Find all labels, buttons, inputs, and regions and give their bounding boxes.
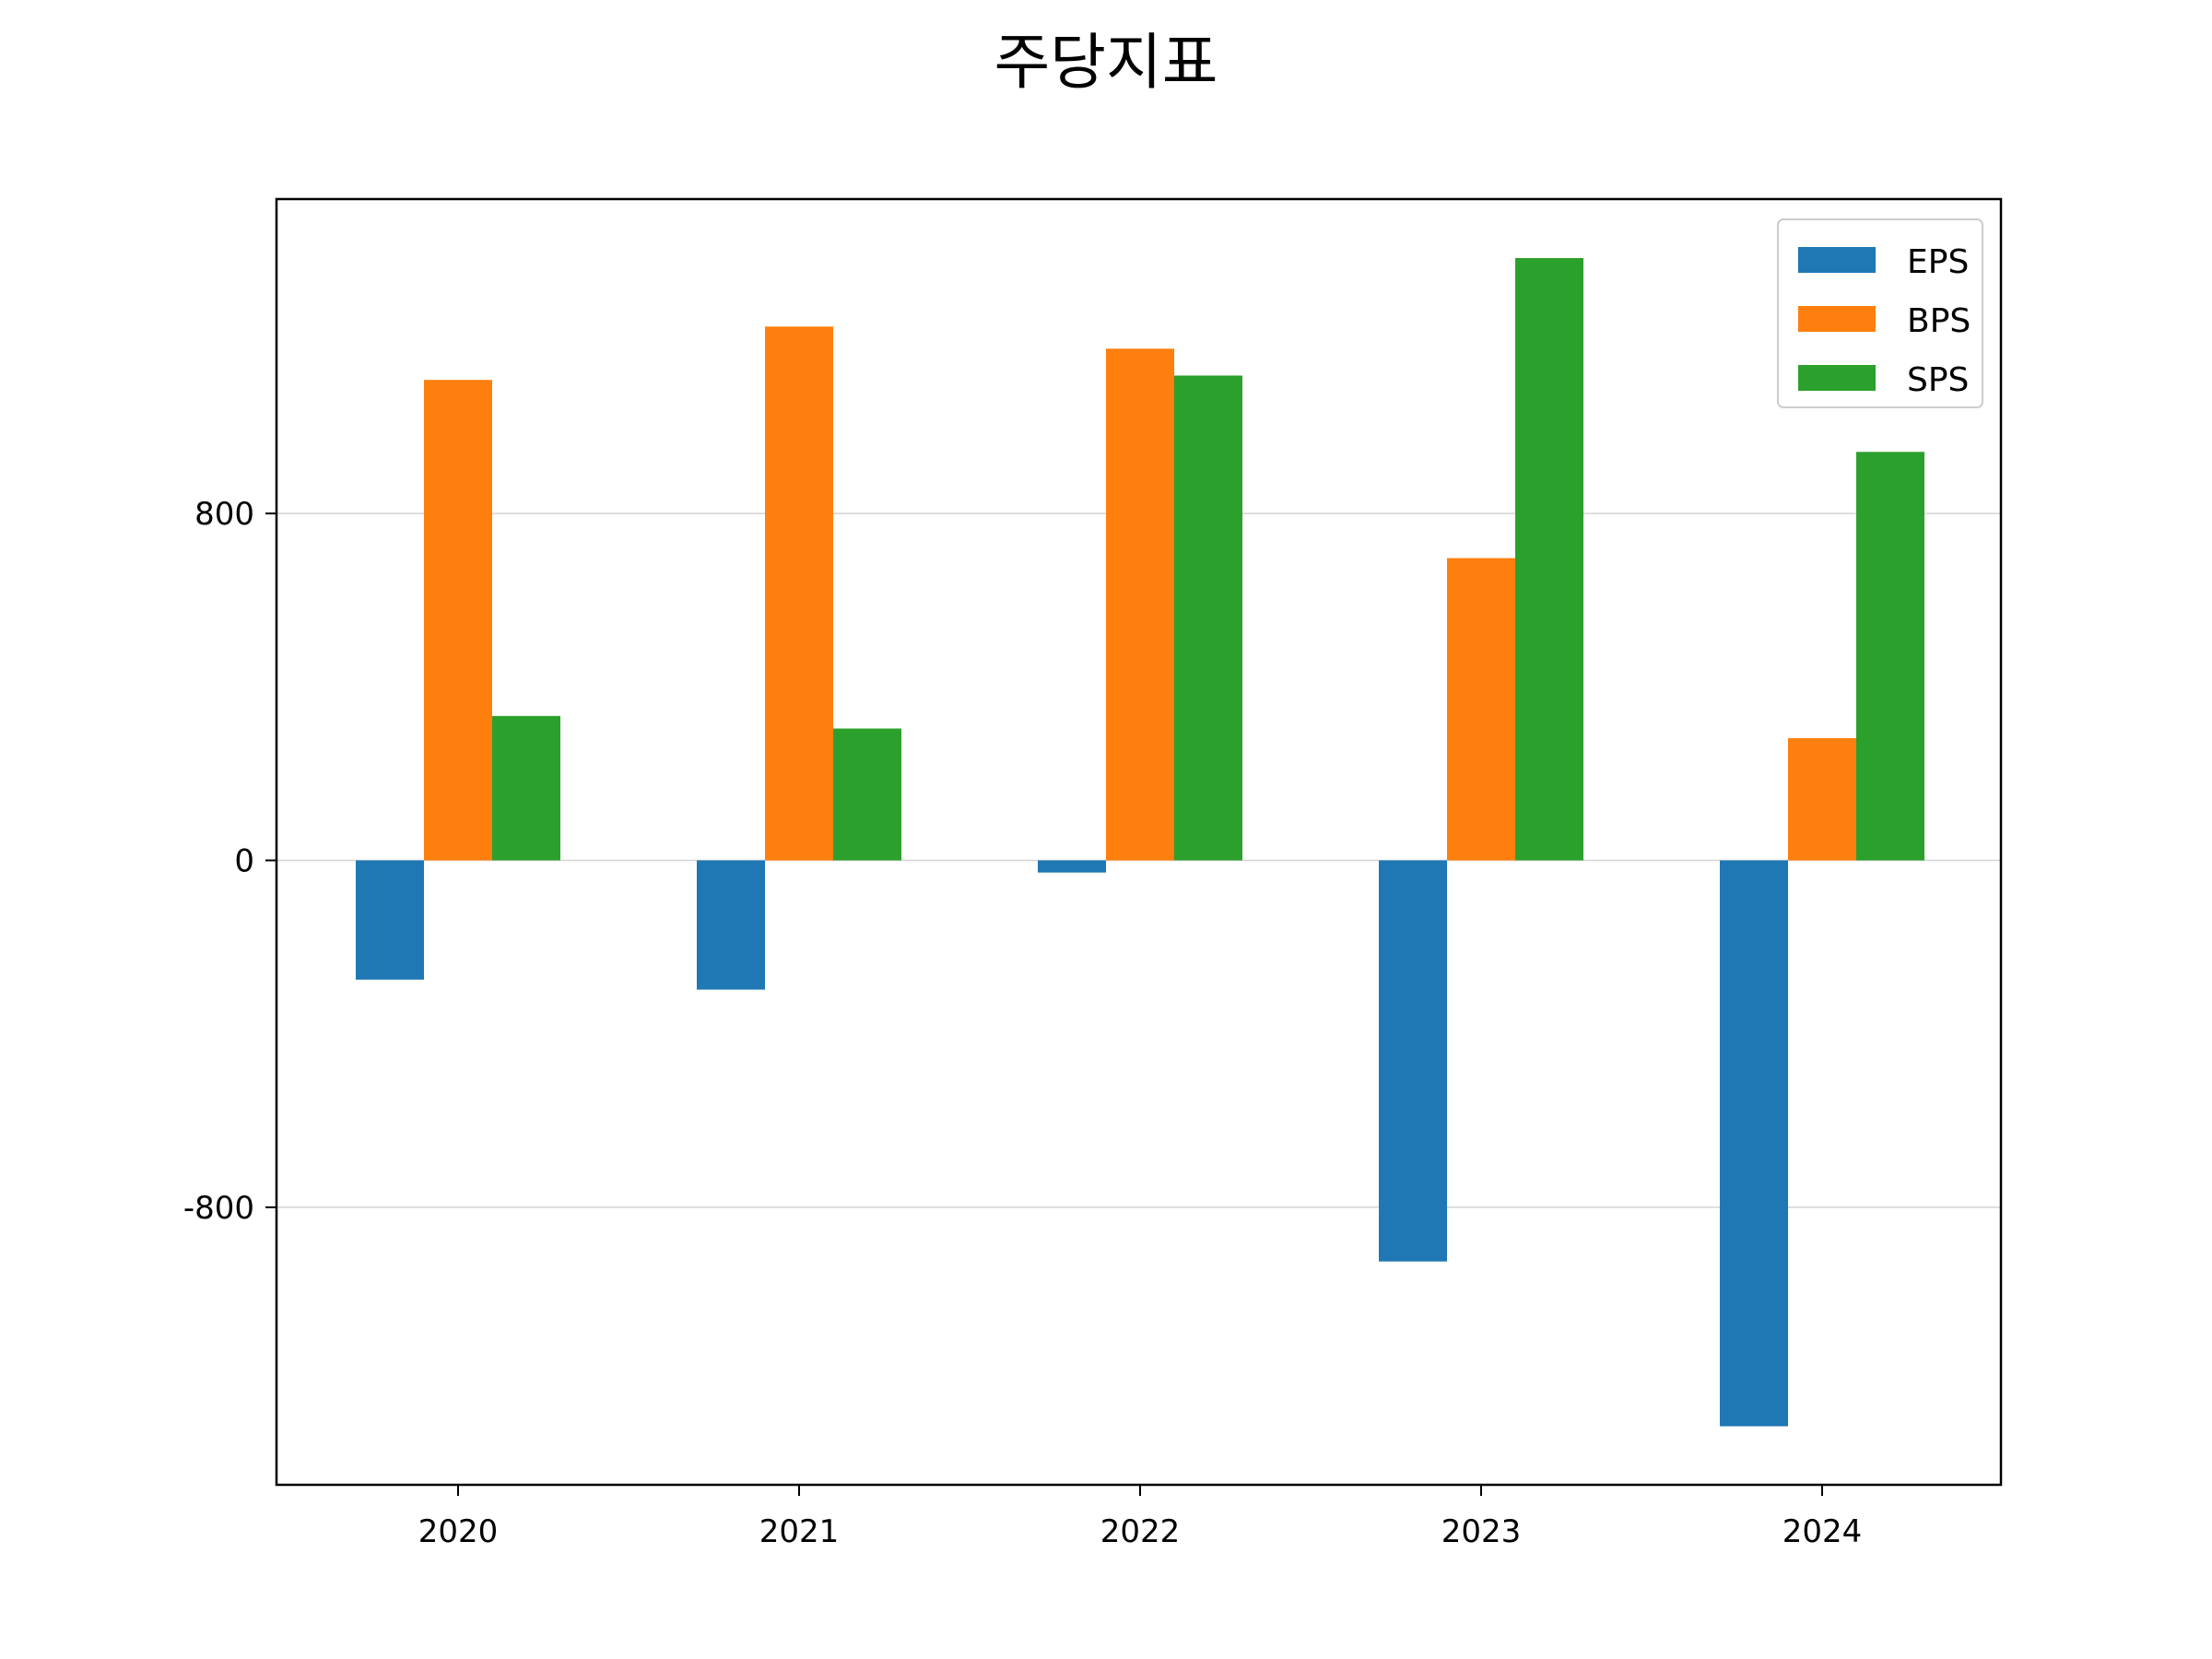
bar-sps-2023 [1515, 257, 1583, 861]
bar-bps-2022 [1106, 348, 1174, 861]
bar-eps-2022 [1038, 860, 1106, 873]
legend-swatch-eps [1798, 247, 1876, 273]
bars [356, 257, 1924, 1427]
plot-frame [275, 197, 2003, 1487]
y-tick-label: 0 [234, 842, 254, 879]
legend-label-bps: BPS [1907, 302, 1971, 340]
x-tick-label: 2022 [1100, 1513, 1181, 1550]
legend-label-eps: EPS [1907, 243, 1969, 281]
bar-eps-2020 [356, 860, 424, 980]
legend-label-sps: SPS [1907, 361, 1969, 399]
y-tick-label: 800 [194, 496, 254, 533]
bar-sps-2020 [492, 715, 560, 861]
x-tick-label: 2021 [759, 1513, 840, 1550]
bar-sps-2021 [833, 728, 901, 861]
bar-sps-2024 [1856, 452, 1924, 861]
bar-bps-2024 [1788, 737, 1856, 861]
x-tick-label: 2023 [1441, 1513, 1522, 1550]
x-tick-label: 2024 [1783, 1513, 1863, 1550]
x-tick-label: 2020 [418, 1513, 499, 1550]
bar-eps-2023 [1379, 860, 1447, 1262]
bar-bps-2020 [424, 380, 492, 861]
y-axis: -800 0 800 [183, 496, 276, 1227]
bar-bps-2021 [765, 326, 833, 861]
bar-sps-2022 [1174, 375, 1242, 861]
bar-bps-2023 [1447, 558, 1515, 861]
legend-swatch-sps [1798, 365, 1876, 391]
y-tick-label: -800 [183, 1190, 254, 1227]
chart-title: 주당지표 [994, 27, 1218, 98]
x-axis: 2020 2021 2022 2023 2024 [418, 1485, 1863, 1550]
legend-swatch-bps [1798, 306, 1876, 332]
legend: EPS BPS SPS [1777, 218, 1983, 408]
bar-eps-2024 [1720, 860, 1788, 1427]
bar-eps-2021 [697, 860, 765, 990]
